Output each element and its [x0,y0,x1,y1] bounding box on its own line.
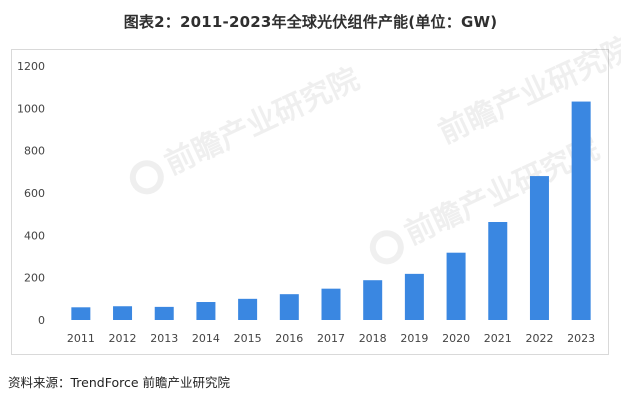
x-tick-label: 2017 [317,332,345,345]
bar-2019 [404,273,424,320]
bar-2021 [488,222,508,320]
bar-2017 [321,288,341,320]
bar-2022 [529,176,549,320]
source-note: 资料来源：TrendForce 前瞻产业研究院 [8,375,231,390]
x-tick-label: 2023 [567,332,595,345]
bar-2023 [571,101,591,320]
x-tick-label: 2014 [192,332,220,345]
x-tick-label: 2022 [525,332,553,345]
y-tick-label: 1200 [17,60,45,73]
bar-2014 [196,302,216,320]
bar-2020 [446,252,466,320]
x-tick-label: 2018 [359,332,387,345]
chart-title: 图表2：2011-2023年全球光伏组件产能(单位：GW) [123,13,498,31]
bar-2013 [154,306,174,320]
y-tick-label: 200 [24,272,45,285]
bar-2011 [71,307,91,320]
x-tick-label: 2020 [442,332,470,345]
bar-2015 [238,298,258,320]
bar-2012 [113,306,133,320]
y-tick-label: 800 [24,145,45,158]
bar-2018 [363,280,383,320]
x-tick-label: 2021 [484,332,512,345]
x-tick-label: 2015 [234,332,262,345]
x-tick-label: 2016 [275,332,303,345]
x-tick-label: 2011 [67,332,95,345]
y-tick-label: 400 [24,229,45,242]
y-tick-label: 600 [24,187,45,200]
chart-frame [11,49,609,355]
y-tick-label: 1000 [17,102,45,115]
bar-2016 [279,294,299,320]
x-tick-label: 2012 [109,332,137,345]
x-tick-label: 2019 [400,332,428,345]
x-tick-label: 2013 [150,332,178,345]
y-tick-label: 0 [38,314,45,327]
